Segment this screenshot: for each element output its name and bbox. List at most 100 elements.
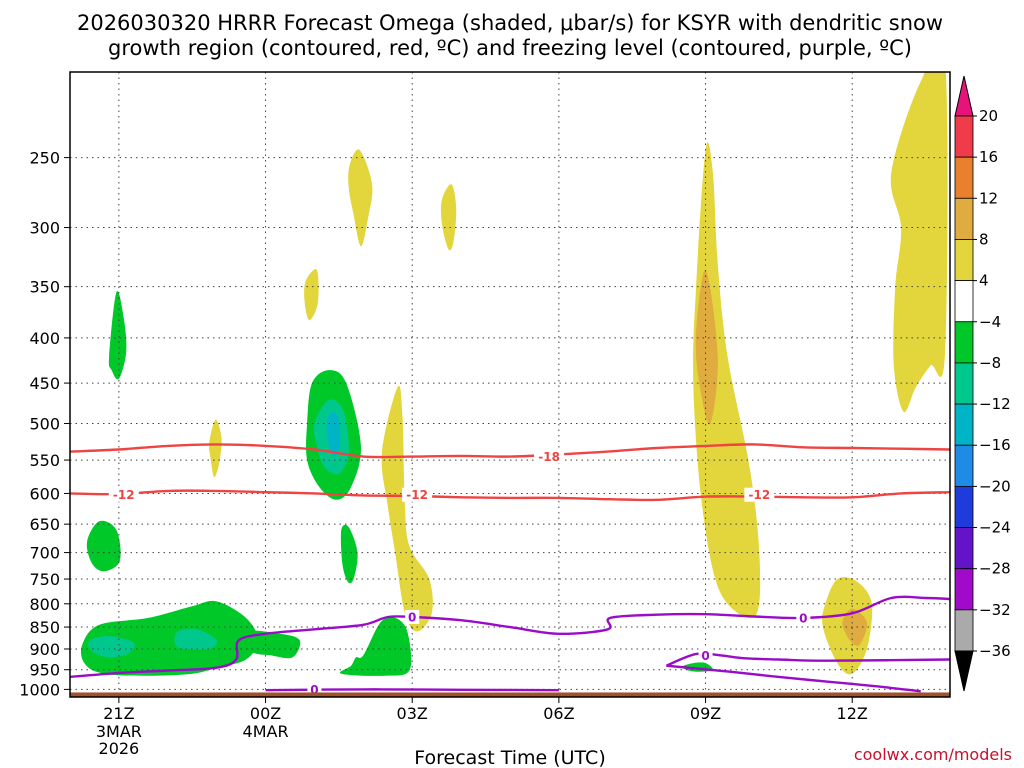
contour-lines: -18 -12 -12 -12 0 0 0 0 [70, 443, 950, 697]
y-tick-label-300: 300 [29, 219, 60, 238]
x-tick-label-09Z: 09Z [690, 704, 721, 723]
colorbar: 20 16 12 8 4 −4 −8 −12 −16 −20 −24 −28 −32 −36 [954, 75, 1011, 692]
omega-region--8-1 [174, 628, 218, 650]
contour-dgz-minus12 [70, 489, 950, 502]
y-tick-label-250: 250 [29, 149, 60, 168]
y-tick-label-1000: 1000 [19, 680, 60, 699]
contour-label-dgz-minus18-0: -18 [538, 450, 560, 464]
contour-label-bg-freezing-level-upper-0 [405, 609, 420, 624]
colorbar-label-1: 16 [979, 148, 998, 166]
credit-text: coolwx.com/models [854, 745, 1012, 764]
x-tick-label-00Z: 00Z [250, 704, 281, 723]
omega-region--4-1 [86, 520, 121, 572]
x-tick-label-12Z: 12Z [837, 704, 868, 723]
colorbar-swatch-5 [954, 321, 974, 364]
colorbar-swatch-10 [954, 527, 974, 570]
colorbar-label-9: −20 [979, 477, 1011, 495]
contour-label-freezing-level-surface-0: 0 [310, 683, 318, 697]
y-tick-label-400: 400 [29, 329, 60, 348]
contour-freezing-level-lower [665, 652, 950, 667]
omega-region-8-0 [695, 269, 718, 425]
x-tick-label-03Z: 03Z [397, 704, 428, 723]
omega-region-4-1 [440, 184, 457, 251]
contour-label-freezing-level-upper-1: 0 [799, 611, 807, 625]
omega-region--4-5 [340, 524, 358, 584]
colorbar-label-2: 12 [979, 189, 998, 207]
omega-region--8-0 [88, 635, 135, 658]
colorbar-label-0: 20 [979, 107, 998, 125]
y-tick-label-950: 950 [29, 661, 60, 680]
colorbar-label-3: 8 [979, 230, 989, 248]
colorbar-label-13: −36 [979, 642, 1011, 660]
x-tick-sublabel-00Z-0: 4MAR [243, 722, 289, 741]
contour-label-dgz-minus12-0: -12 [113, 488, 135, 502]
y-tick-label-500: 500 [29, 415, 60, 434]
y-tick-label-650: 650 [29, 515, 60, 534]
colorbar-swatch-0 [954, 115, 974, 158]
x-tick-label-06Z: 06Z [543, 704, 574, 723]
omega-region-4-2 [304, 269, 319, 321]
y-tick-label-700: 700 [29, 544, 60, 563]
colorbar-label-5: −4 [979, 313, 1001, 331]
contour-label-dgz-minus12-2: -12 [748, 488, 770, 502]
x-tick-sublabel-21Z-0: 3MAR [96, 722, 142, 741]
colorbar-top-arrow [954, 75, 974, 117]
omega-region--4-0 [108, 290, 127, 380]
x-tick-label-21Z: 21Z [103, 704, 134, 723]
chart-title-line-1: 2026030320 HRRR Forecast Omega (shaded, … [77, 11, 943, 35]
omega-region-4-5 [693, 142, 761, 619]
colorbar-bottom-arrow [954, 650, 974, 692]
y-tick-label-900: 900 [29, 640, 60, 659]
colorbar-label-4: 4 [979, 272, 989, 290]
x-axis-label: Forecast Time (UTC) [414, 747, 605, 768]
colorbar-swatch-12 [954, 609, 974, 652]
colorbar-swatch-8 [954, 444, 974, 487]
colorbar-swatch-2 [954, 197, 974, 240]
omega-region-4-0 [348, 149, 373, 247]
colorbar-label-11: −28 [979, 560, 1011, 578]
colorbar-label-7: −12 [979, 395, 1011, 413]
contour-label-freezing-level-upper-0: 0 [408, 610, 416, 624]
omega-region-4-4 [381, 385, 433, 632]
omega-shading [80, 72, 948, 676]
y-tick-label-850: 850 [29, 618, 60, 637]
contour-freezing-level-lower-tail [666, 664, 921, 693]
omega-region--4-2 [80, 600, 259, 676]
colorbar-swatch-9 [954, 485, 974, 528]
contour-label-bg-dgz-minus12-0 [108, 487, 139, 502]
contour-dgz-minus18 [70, 443, 950, 459]
y-tick-label-600: 600 [29, 484, 60, 503]
ground-surface [70, 692, 950, 697]
y-tick-label-550: 550 [29, 451, 60, 470]
colorbar-swatch-4 [954, 280, 974, 323]
contour-label-bg-dgz-minus18-0 [534, 449, 565, 464]
plot-frame [69, 71, 951, 698]
omega-region-8-1 [842, 608, 868, 646]
colorbar-swatch-1 [954, 156, 974, 199]
y-tick-label-800: 800 [29, 595, 60, 614]
contour-label-bg-dgz-minus12-1 [402, 487, 433, 502]
colorbar-swatch-3 [954, 239, 974, 282]
chart-title-line-2: growth region (contoured, red, ºC) and f… [108, 36, 912, 60]
colorbar-swatch-6 [954, 362, 974, 405]
contour-label-bg-freezing-level-lower-0 [698, 648, 713, 663]
y-tick-label-350: 350 [29, 278, 60, 297]
y-axis: 250 300 350 400 450 500 550 600 650 700 750 800 850 9… [19, 149, 70, 699]
colorbar-label-10: −24 [979, 519, 1011, 537]
omega-region-4-3 [209, 419, 222, 478]
colorbar-label-8: −16 [979, 436, 1011, 454]
colorbar-swatch-11 [954, 568, 974, 611]
omega-region--4-3 [242, 630, 301, 659]
omega-region--12-0 [326, 411, 341, 457]
x-tick-sublabel-21Z-1: 2026 [99, 739, 140, 758]
contour-label-bg-dgz-minus12-2 [744, 487, 775, 502]
colorbar-label-12: −32 [979, 601, 1011, 619]
contour-label-dgz-minus12-1: -12 [406, 488, 428, 502]
colorbar-label-6: −8 [979, 354, 1001, 372]
omega-region-4-7 [890, 72, 948, 413]
y-tick-label-450: 450 [29, 374, 60, 393]
contour-label-freezing-level-lower-0: 0 [701, 649, 709, 663]
y-tick-label-750: 750 [29, 570, 60, 589]
